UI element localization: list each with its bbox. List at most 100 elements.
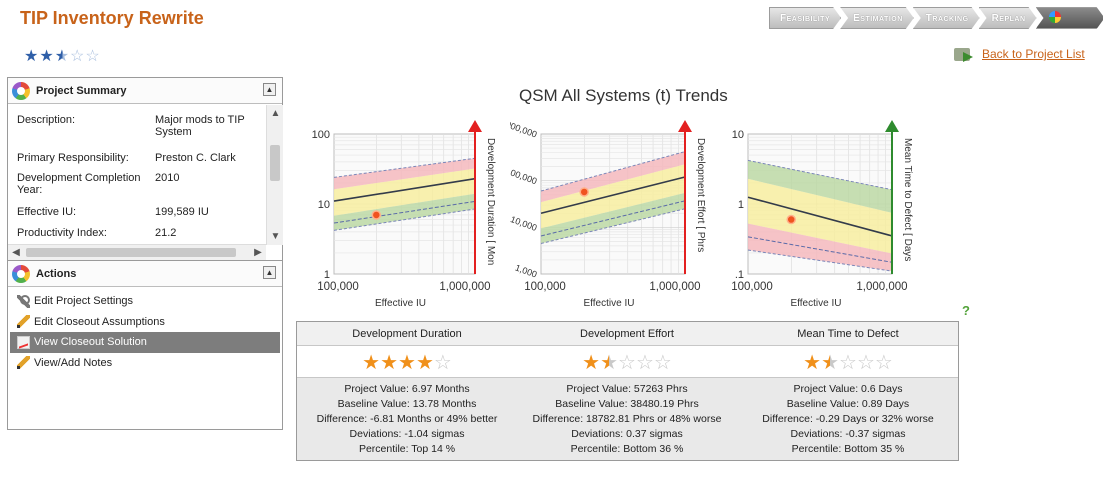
summary-horizontal-scrollbar[interactable]: ◀ ▶ [8, 244, 266, 260]
actions-header: Actions ▲ [8, 261, 282, 287]
action-label: Edit Project Settings [34, 295, 134, 308]
lower-outer-band [334, 193, 475, 231]
star-icon: ★ [362, 352, 381, 374]
star-icon: ★ [398, 352, 416, 374]
x-tick-label: 1,000,000 [439, 281, 490, 293]
phase-closeout[interactable]: Closeout [1036, 7, 1103, 29]
x-tick-label: 1,000,000 [649, 281, 700, 293]
red-up-arrow-icon [678, 120, 692, 132]
y-axis-label: Development Duration [ Mon [485, 138, 496, 265]
trend-line [747, 196, 893, 237]
empty-star-icon: ☆ [874, 352, 893, 374]
duration-stats: Project Value: 6.97 Months Baseline Valu… [297, 382, 517, 457]
phase-estimation[interactable]: Estimation [840, 7, 914, 29]
star-icon: ★ [415, 352, 434, 374]
stat-line: Project Value: 57263 Phrs [566, 383, 688, 395]
lower-inner-band [334, 178, 475, 216]
project-summary-body: Description: Major mods to TIP System Pr… [8, 105, 266, 245]
red-up-arrow-icon [468, 120, 482, 132]
stat-line: Baseline Value: 0.89 Days [786, 398, 910, 410]
green-up-arrow-icon [885, 120, 899, 132]
trend-line [333, 177, 476, 202]
stat-line: Difference: -6.81 Months or 49% better [316, 413, 498, 425]
effort-trend-chart: 1,000 10,000 100,000 1,000,000 100,000 1,000,… [510, 117, 706, 309]
collapse-actions-button[interactable]: ▲ [263, 266, 276, 279]
half-star-icon: ★ [821, 352, 840, 374]
sigma-line [747, 236, 893, 263]
help-icon[interactable]: ? [962, 303, 970, 318]
summary-value: 199,589 IU [155, 206, 209, 218]
y-tick-label: 100 [312, 129, 330, 141]
action-edit-closeout-assumptions[interactable]: Edit Closeout Assumptions [8, 312, 282, 333]
sigma-line [747, 159, 893, 191]
lower-inner-band [748, 197, 892, 254]
empty-star-icon: ☆ [618, 352, 636, 374]
phase-closeout-label: Closeout [1048, 35, 1094, 46]
scroll-up-icon[interactable]: ▲ [270, 108, 281, 119]
project-data-point [371, 210, 382, 220]
star-icon: ★ [24, 48, 40, 65]
y-axis-label: Development Effort [ Phrs [695, 138, 706, 252]
upper-inner-band [541, 164, 685, 214]
half-star-icon: ★ [54, 48, 71, 65]
trend-line [540, 176, 686, 215]
summary-vertical-scrollbar[interactable]: ▲ ▼ [266, 105, 283, 245]
star-icon: ★ [582, 352, 601, 374]
lower-inner-band [541, 176, 685, 229]
scroll-left-icon[interactable]: ◀ [12, 247, 20, 258]
collapse-summary-button[interactable]: ▲ [263, 83, 276, 96]
action-view-add-notes[interactable]: View/Add Notes [8, 353, 282, 374]
results-table: Development Duration Development Effort … [296, 321, 959, 461]
stat-line: Difference: 18782.81 Phrs or 48% worse [532, 413, 722, 425]
results-rating-row: ★★★★☆ ★★☆☆☆ ★★☆☆☆ [297, 346, 958, 378]
scroll-thumb[interactable] [270, 145, 280, 181]
phase-feasibility[interactable]: Feasibility [769, 7, 841, 29]
stat-line: Project Value: 0.6 Days [793, 383, 903, 395]
sigma-line [540, 200, 686, 237]
action-view-closeout-solution[interactable]: View Closeout Solution [10, 332, 280, 353]
x-tick-label: 100,000 [317, 281, 359, 293]
stat-line: Percentile: Bottom 35 % [791, 443, 905, 455]
stat-line: Deviations: -0.37 sigmas [790, 428, 906, 440]
empty-star-icon: ☆ [85, 48, 101, 65]
project-summary-title: Project Summary [36, 84, 127, 97]
wrench-icon [17, 294, 30, 308]
action-edit-project-settings[interactable]: Edit Project Settings [8, 291, 282, 312]
action-label: View/Add Notes [34, 356, 113, 369]
mttd-trend-chart: .1 1 10 100,000 1,000,000 Effective IU Mean Ti… [731, 120, 913, 309]
upper-outer-band [334, 158, 475, 190]
phase-replan[interactable]: Replan [979, 7, 1037, 29]
project-summary-panel: Project Summary ▲ Description: Major mod… [7, 77, 283, 261]
upper-inner-band [748, 178, 892, 236]
mttd-stats: Project Value: 0.6 Days Baseline Value: … [738, 382, 958, 457]
stat-line: Baseline Value: 38480.19 Phrs [555, 398, 699, 410]
scroll-down-icon[interactable]: ▼ [270, 231, 281, 242]
stat-line: Baseline Value: 13.78 Months [337, 398, 477, 410]
actions-list: Edit Project Settings Edit Closeout Assu… [8, 291, 282, 373]
y-tick-label: .1 [735, 269, 744, 281]
summary-value: 21.2 [155, 227, 177, 239]
y-tick-label: 100,000 [510, 166, 538, 187]
phase-tracking[interactable]: Tracking [913, 7, 980, 29]
pencil-icon [17, 356, 30, 370]
stat-line: Deviations: 0.37 sigmas [571, 428, 683, 440]
effort-stats: Project Value: 57263 Phrs Baseline Value… [517, 382, 737, 457]
stat-line: Percentile: Top 14 % [358, 443, 456, 455]
back-link-label[interactable]: Back to Project List [982, 47, 1085, 61]
lower-outer-band [748, 223, 892, 272]
qsm-wheel-icon [12, 264, 30, 283]
y-tick-label: 1,000 [514, 263, 539, 280]
upper-outer-band [748, 160, 892, 213]
actions-title: Actions [36, 267, 77, 280]
star-icon: ★ [380, 352, 399, 374]
project-data-point [579, 187, 589, 197]
results-heading: Development Effort [580, 328, 674, 340]
scroll-thumb[interactable] [26, 248, 236, 257]
back-to-project-list-link[interactable]: Back to Project List [954, 46, 1085, 62]
duration-rating: ★★★★☆ [297, 350, 517, 375]
page-title: TIP Inventory Rewrite [20, 8, 204, 28]
summary-value: Major mods to TIP System [155, 114, 245, 138]
upper-outer-band [541, 151, 685, 203]
scroll-right-icon[interactable]: ▶ [254, 247, 262, 258]
y-tick-label: 10 [732, 129, 744, 141]
